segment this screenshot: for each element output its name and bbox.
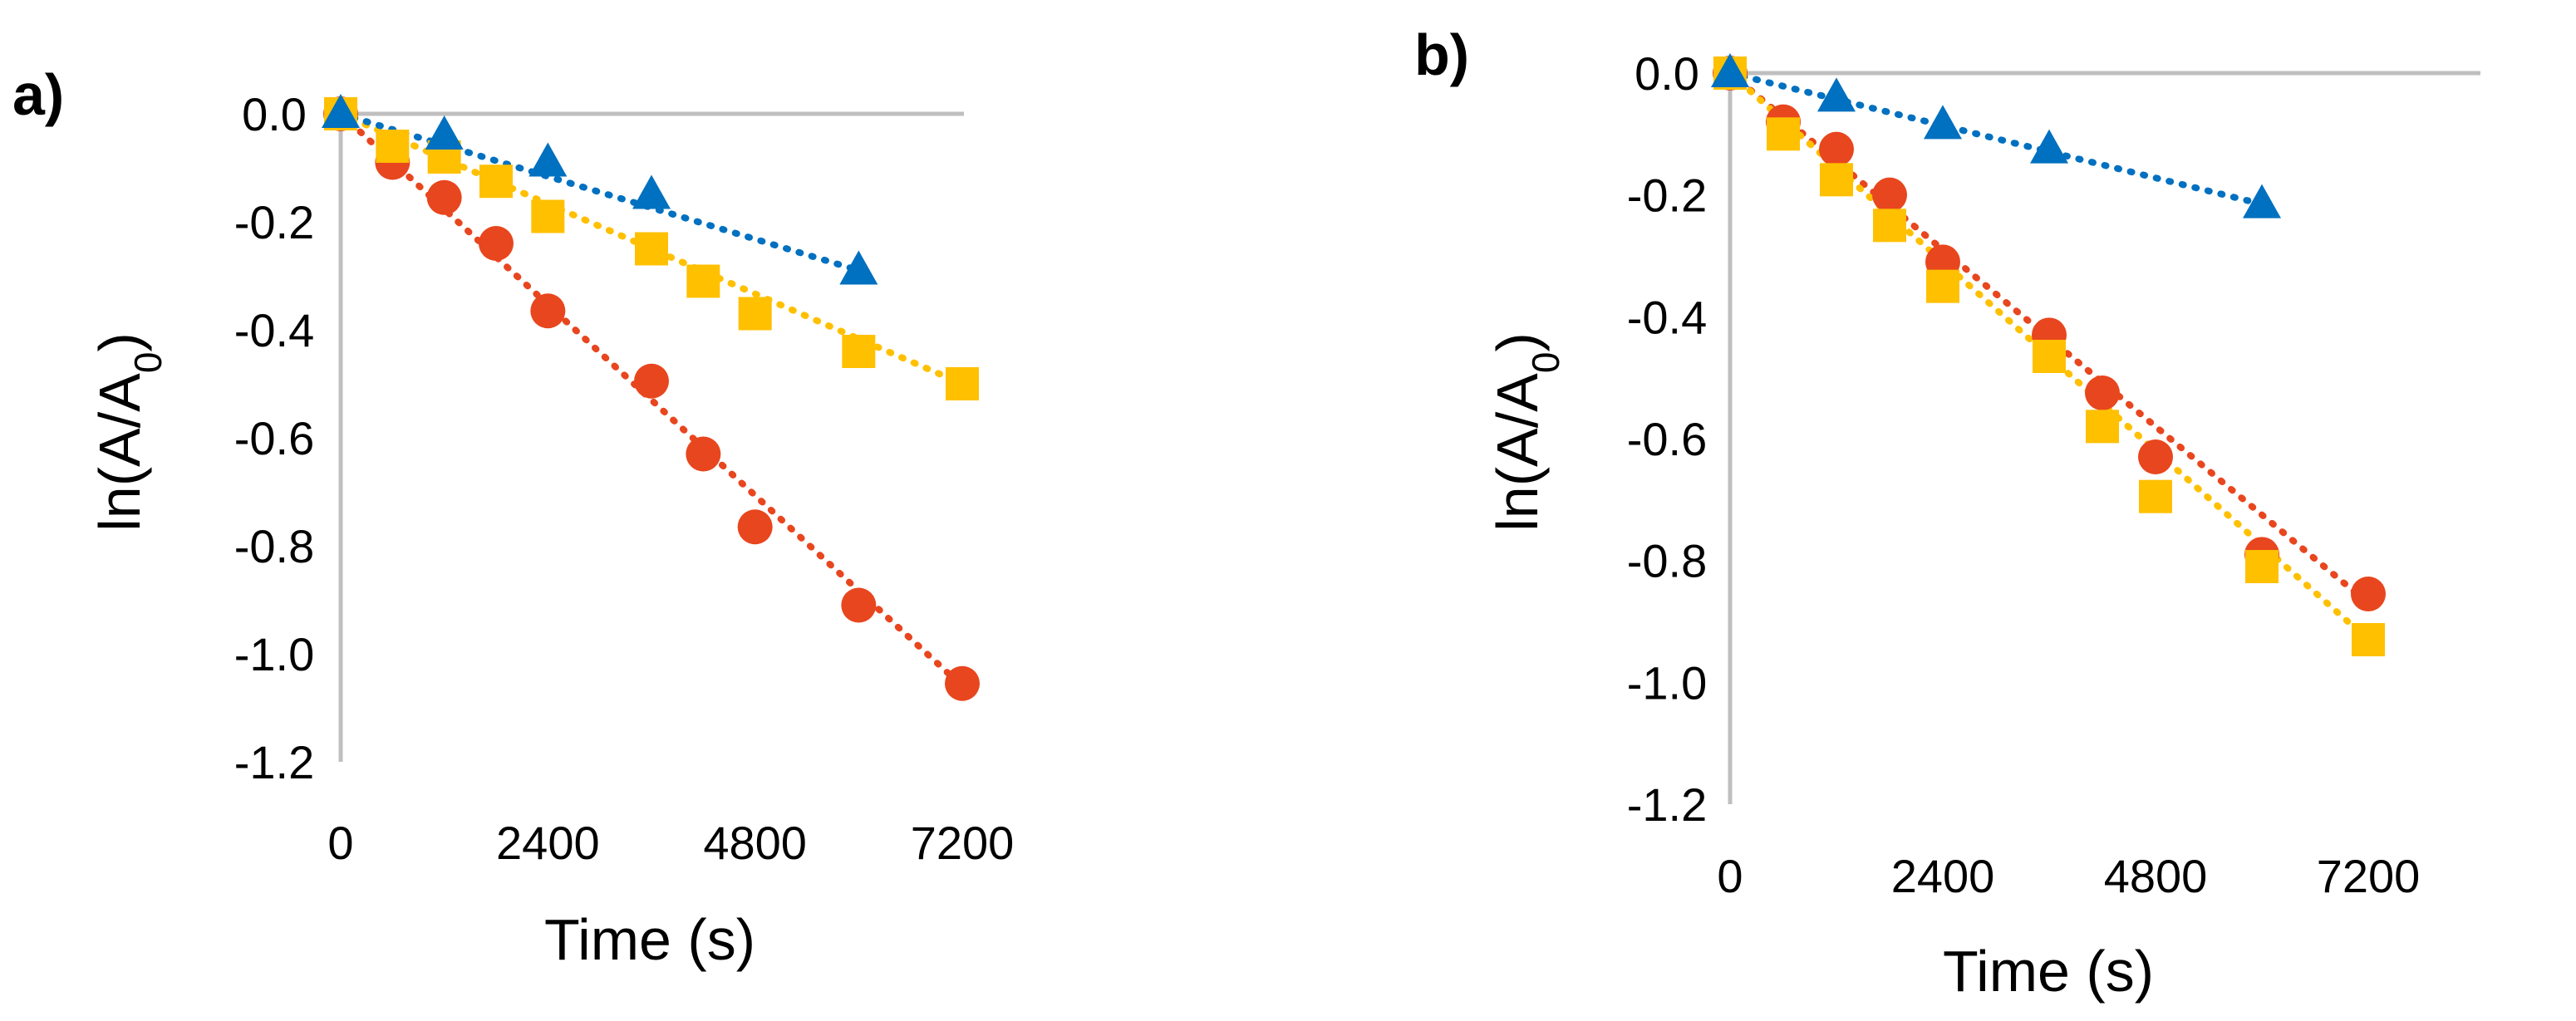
square-data-point (1767, 117, 1800, 151)
x-tick-label: 2400 (1891, 850, 1995, 902)
square-data-point (2352, 623, 2385, 656)
circle-data-point (1872, 177, 1907, 213)
y-tick-label: 0.0 (1635, 47, 1699, 100)
y-tick-label: -0.6 (1627, 413, 1708, 465)
y-tick-label: -1.2 (1627, 778, 1708, 831)
x-tick-label: 4800 (703, 817, 807, 869)
panel-a: a) ln(A/A0) Time (s) 0.0 -0.2 -0.4 -0.6 -0.8… (12, 62, 1014, 972)
square-data-point (2139, 479, 2172, 513)
panel-b-xlabel: Time (s) (1943, 939, 2154, 1004)
circle-data-point (479, 226, 514, 261)
circle-data-point (634, 363, 669, 399)
y-tick-label: -1.0 (1627, 656, 1708, 709)
triangle-data-point (322, 94, 360, 128)
triangle-data-point (425, 115, 464, 150)
circle-data-point (841, 587, 877, 623)
triangle-data-point (2030, 129, 2068, 164)
square-data-point (946, 367, 979, 400)
triangle-data-point (2243, 184, 2281, 218)
triangle-data-point (1711, 53, 1749, 87)
circle-data-point (737, 509, 773, 545)
triangle-series-trendline (337, 110, 863, 274)
square-data-point (1873, 209, 1906, 243)
circle-data-point (1819, 131, 1854, 167)
panel-b-axes (1728, 71, 2480, 804)
x-tick-label: 0 (1717, 850, 1743, 902)
panel-b-label: b) (1414, 22, 1469, 87)
y-tick-label: -1.0 (234, 628, 315, 680)
circle-data-point (530, 293, 566, 329)
square-data-point (531, 199, 565, 233)
y-tick-label: -0.8 (1627, 535, 1708, 587)
panel-a-label: a) (12, 62, 64, 127)
circle-data-point (686, 436, 721, 472)
circle-data-point (2085, 376, 2120, 410)
triangle-series-trendline (1727, 70, 2265, 208)
y-tick-label: -0.4 (234, 304, 315, 356)
panel-b-ticks: 0.0 -0.2 -0.4 -0.6 -0.8 -1.0 -1.20 2400 4800 7200 (1627, 47, 2421, 902)
square-data-point (635, 232, 668, 266)
panel-a-axes (338, 111, 964, 762)
circle-data-point (945, 665, 980, 701)
x-tick-label: 2400 (496, 817, 600, 869)
panel-b-ylabel: ln(A/A0) (1485, 332, 1567, 532)
panel-b-series (1711, 53, 2386, 656)
triangle-data-point (1817, 77, 1856, 112)
y-tick-label: -1.2 (234, 736, 315, 788)
circle-data-point (2351, 577, 2386, 611)
panel-a-xlabel: Time (s) (544, 907, 755, 972)
square-data-point (1926, 269, 1959, 303)
triangle-data-point (1924, 105, 1962, 140)
square-data-point (738, 297, 772, 331)
panel-a-ticks: 0.0 -0.2 -0.4 -0.6 -0.8 -1.0 -1.20 2400 4800 7200 (234, 88, 1015, 869)
triangle-data-point (632, 174, 671, 209)
square-data-point (2086, 410, 2119, 444)
x-tick-label: 7200 (911, 817, 1015, 869)
y-tick-label: -0.2 (1627, 169, 1708, 222)
y-tick-label: -0.6 (234, 412, 315, 464)
y-tick-label: -0.4 (1627, 291, 1708, 343)
x-tick-label: 4800 (2104, 850, 2208, 902)
y-tick-label: -0.2 (234, 196, 315, 248)
circle-data-point (2138, 439, 2173, 474)
circle-data-point (426, 179, 462, 215)
y-tick-label: 0.0 (242, 88, 307, 140)
triangle-data-point (528, 142, 568, 177)
x-tick-label: 7200 (2317, 850, 2421, 902)
triangle-data-point (839, 250, 878, 285)
square-data-point (479, 164, 513, 199)
square-data-point (1820, 163, 1853, 197)
square-data-point (2033, 340, 2066, 373)
square-data-point (842, 335, 876, 368)
panel-b: b) ln(A/A0) Time (s) 0.0 -0.2 -0.4 -0.6 -0.8… (1414, 22, 2480, 1004)
square-data-point (2245, 550, 2279, 583)
y-tick-label: -0.8 (234, 520, 315, 572)
square-data-point (686, 264, 720, 298)
panel-a-ylabel: ln(A/A0) (87, 332, 170, 532)
x-tick-label: 0 (327, 817, 353, 869)
square-data-point (376, 130, 410, 163)
panel-a-series (322, 94, 980, 701)
